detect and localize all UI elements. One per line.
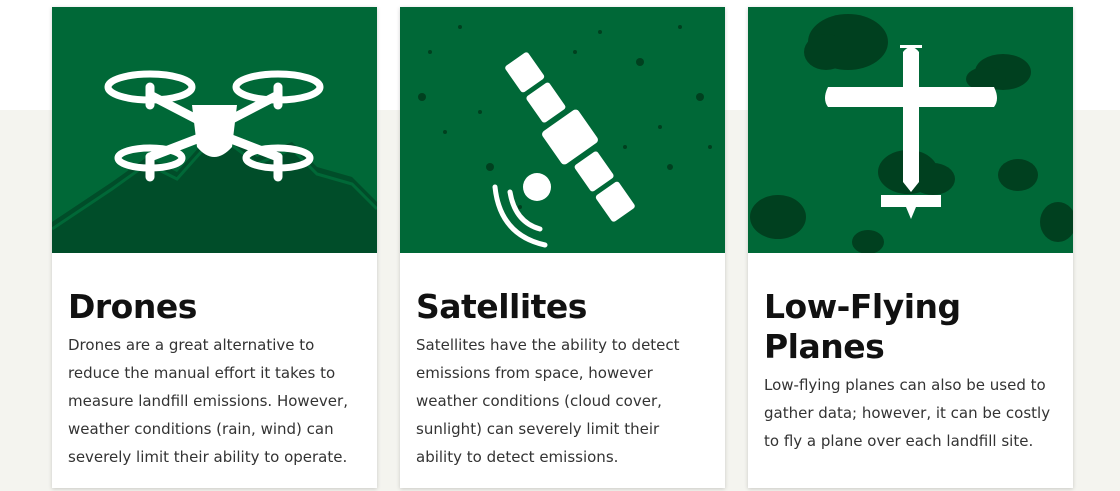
- drone-illustration: [52, 7, 377, 253]
- card-title: Drones: [68, 287, 377, 327]
- card: Drones Drones are a great alternative to…: [52, 7, 377, 488]
- page: {"cards": [ {"title": "Drones", "body": …: [0, 0, 1120, 491]
- satellite-illustration: [400, 7, 725, 253]
- card: Satellites Satellites have the ability t…: [400, 7, 725, 488]
- card-body: Low-flying planes can also be used to ga…: [764, 371, 1054, 455]
- card-body: Satellites have the ability to detect em…: [416, 331, 706, 471]
- card-body: Drones are a great alternative to reduce…: [68, 331, 358, 471]
- plane-illustration: [748, 7, 1073, 253]
- card-title: Satellites: [416, 287, 725, 327]
- card: Low-Flying Planes Low-flying planes can …: [748, 7, 1073, 488]
- card-title: Low-Flying Planes: [764, 287, 1073, 367]
